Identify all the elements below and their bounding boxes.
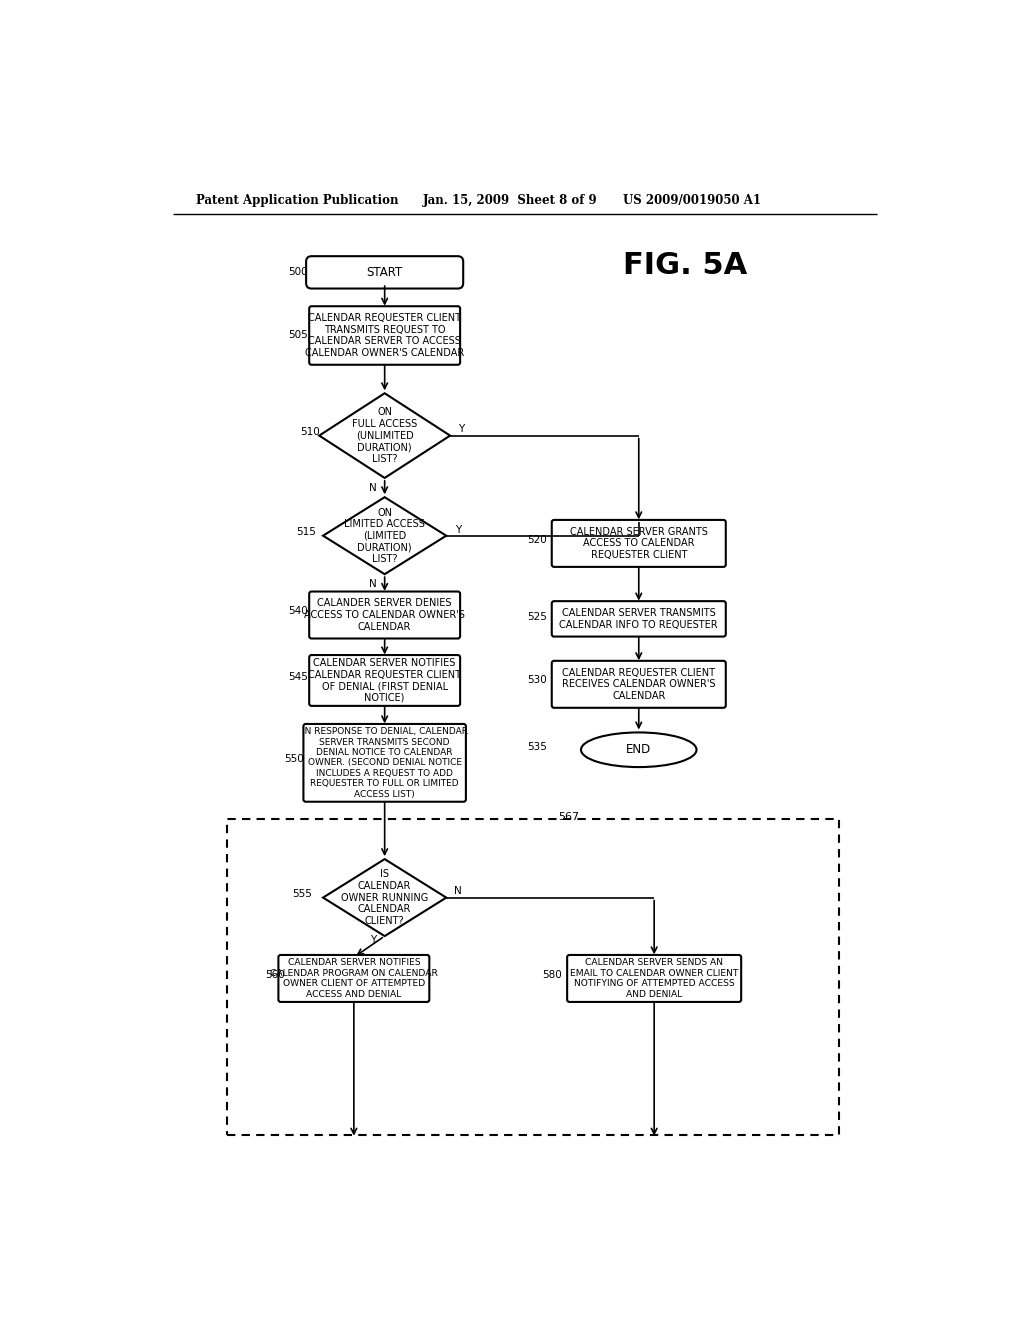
Polygon shape: [323, 498, 446, 574]
Text: Jan. 15, 2009  Sheet 8 of 9: Jan. 15, 2009 Sheet 8 of 9: [423, 194, 598, 207]
Text: Y: Y: [370, 935, 376, 945]
Text: CALENDAR SERVER SENDS AN
EMAIL TO CALENDAR OWNER CLIENT
NOTIFYING OF ATTEMPTED A: CALENDAR SERVER SENDS AN EMAIL TO CALEND…: [570, 958, 738, 998]
Text: US 2009/0019050 A1: US 2009/0019050 A1: [624, 194, 762, 207]
FancyBboxPatch shape: [303, 723, 466, 801]
Text: CALENDAR REQUESTER CLIENT
TRANSMITS REQUEST TO
CALENDAR SERVER TO ACCESS
CALENDA: CALENDAR REQUESTER CLIENT TRANSMITS REQU…: [305, 313, 464, 358]
Text: ON
FULL ACCESS
(UNLIMITED
DURATION)
LIST?: ON FULL ACCESS (UNLIMITED DURATION) LIST…: [352, 408, 418, 463]
Text: 555: 555: [292, 888, 312, 899]
FancyBboxPatch shape: [552, 601, 726, 636]
FancyBboxPatch shape: [552, 661, 726, 708]
Bar: [226, 818, 839, 1135]
Text: Y: Y: [455, 524, 461, 535]
Text: 520: 520: [527, 535, 547, 545]
Text: Patent Application Publication: Patent Application Publication: [196, 194, 398, 207]
FancyBboxPatch shape: [309, 591, 460, 639]
Text: 550: 550: [285, 754, 304, 764]
Text: CALENDAR SERVER NOTIFIES
CALENDAR REQUESTER CLIENT
OF DENIAL (FIRST DENIAL
NOTIC: CALENDAR SERVER NOTIFIES CALENDAR REQUES…: [308, 659, 461, 702]
Text: 545: 545: [289, 672, 308, 681]
Text: 540: 540: [289, 606, 308, 616]
Text: CALENDAR SERVER NOTIFIES
CALENDAR PROGRAM ON CALENDAR
OWNER CLIENT OF ATTEMPTED
: CALENDAR SERVER NOTIFIES CALENDAR PROGRA…: [270, 958, 438, 998]
Text: 530: 530: [527, 676, 547, 685]
Text: CALANDER SERVER DENIES
ACCESS TO CALENDAR OWNER'S
CALENDAR: CALANDER SERVER DENIES ACCESS TO CALENDA…: [304, 598, 465, 631]
Text: 560: 560: [265, 970, 285, 979]
Text: END: END: [626, 743, 651, 756]
Text: N: N: [454, 887, 462, 896]
Text: CALENDAR SERVER TRANSMITS
CALENDAR INFO TO REQUESTER: CALENDAR SERVER TRANSMITS CALENDAR INFO …: [559, 609, 718, 630]
Text: IN RESPONSE TO DENIAL, CALENDAR
SERVER TRANSMITS SECOND
DENIAL NOTICE TO CALENDA: IN RESPONSE TO DENIAL, CALENDAR SERVER T…: [302, 727, 468, 799]
Text: 510: 510: [300, 426, 319, 437]
Text: ON
LIMITED ACCESS
(LIMITED
DURATION)
LIST?: ON LIMITED ACCESS (LIMITED DURATION) LIS…: [344, 507, 425, 564]
Text: N: N: [370, 483, 377, 492]
Text: Y: Y: [459, 425, 465, 434]
FancyBboxPatch shape: [309, 306, 460, 364]
Polygon shape: [319, 393, 451, 478]
Text: FIG. 5A: FIG. 5A: [624, 251, 748, 280]
Text: 580: 580: [543, 970, 562, 979]
Text: IS
CALENDAR
OWNER RUNNING
CALENDAR
CLIENT?: IS CALENDAR OWNER RUNNING CALENDAR CLIEN…: [341, 870, 428, 925]
FancyBboxPatch shape: [279, 954, 429, 1002]
Ellipse shape: [581, 733, 696, 767]
Text: 500: 500: [289, 268, 308, 277]
Text: CALENDAR REQUESTER CLIENT
RECEIVES CALENDAR OWNER'S
CALENDAR: CALENDAR REQUESTER CLIENT RECEIVES CALEN…: [562, 668, 716, 701]
Text: 535: 535: [527, 742, 547, 752]
Text: 515: 515: [296, 527, 316, 537]
Text: N: N: [370, 579, 377, 589]
FancyBboxPatch shape: [309, 655, 460, 706]
FancyBboxPatch shape: [306, 256, 463, 289]
Polygon shape: [323, 859, 446, 936]
Text: 567: 567: [558, 812, 579, 822]
Text: 525: 525: [527, 611, 547, 622]
FancyBboxPatch shape: [552, 520, 726, 566]
FancyBboxPatch shape: [567, 954, 741, 1002]
Text: CALENDAR SERVER GRANTS
ACCESS TO CALENDAR
REQUESTER CLIENT: CALENDAR SERVER GRANTS ACCESS TO CALENDA…: [569, 527, 708, 560]
Text: 505: 505: [289, 330, 308, 341]
Text: START: START: [367, 265, 402, 279]
